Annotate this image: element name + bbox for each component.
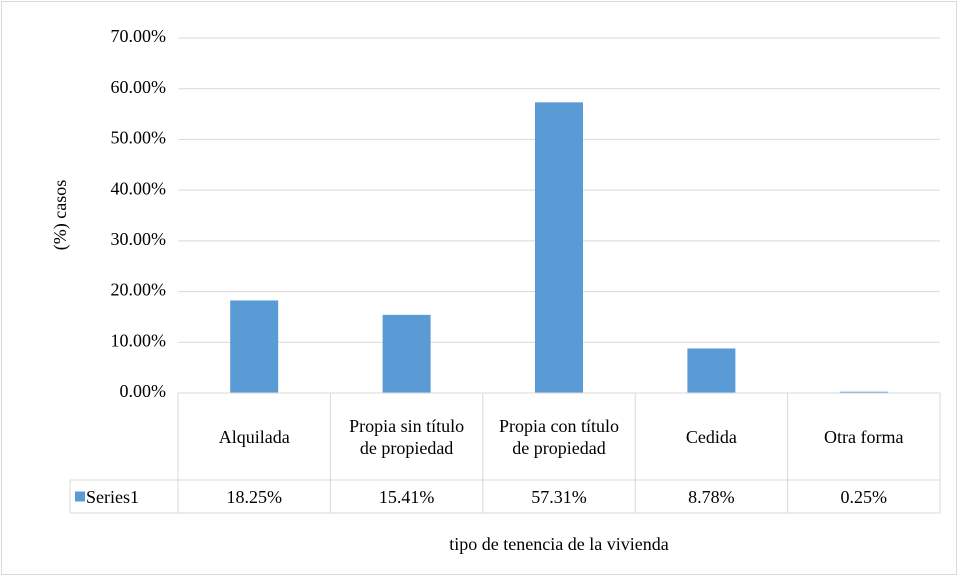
x-tick-label: Propia con título de propiedad xyxy=(498,415,619,458)
data-table-value: 57.31% xyxy=(531,486,587,507)
y-tick-label: 0.00% xyxy=(120,381,167,401)
x-tick-label: Alquilada xyxy=(218,426,290,447)
data-table-value: 18.25% xyxy=(226,486,282,507)
legend-key xyxy=(75,491,85,502)
bar xyxy=(839,391,888,393)
y-tick-label: 70.00% xyxy=(111,26,167,46)
x-tick-label: Propia sin título de propiedad xyxy=(349,415,465,458)
data-table-value: 0.25% xyxy=(840,486,888,507)
y-tick-label: 60.00% xyxy=(111,77,167,97)
bar xyxy=(382,314,431,393)
bar xyxy=(230,300,279,393)
x-tick-label: Otra forma xyxy=(824,426,904,447)
data-table-value: 15.41% xyxy=(378,486,435,507)
data-table-value: 8.78% xyxy=(688,486,735,507)
y-tick-label: 40.00% xyxy=(111,178,167,198)
y-tick-label: 30.00% xyxy=(111,229,167,249)
y-tick-label: 50.00% xyxy=(111,128,167,148)
y-tick-label: 20.00% xyxy=(111,280,167,300)
x-tick-label: Cedida xyxy=(685,426,737,447)
legend-label: Series1 xyxy=(86,486,139,507)
y-axis-title: (%) casos xyxy=(50,180,71,250)
bar xyxy=(687,348,736,393)
y-tick-label: 10.00% xyxy=(111,330,167,350)
x-axis-title: tipo de tenencia de la vivienda xyxy=(449,534,668,554)
bar xyxy=(535,102,583,393)
